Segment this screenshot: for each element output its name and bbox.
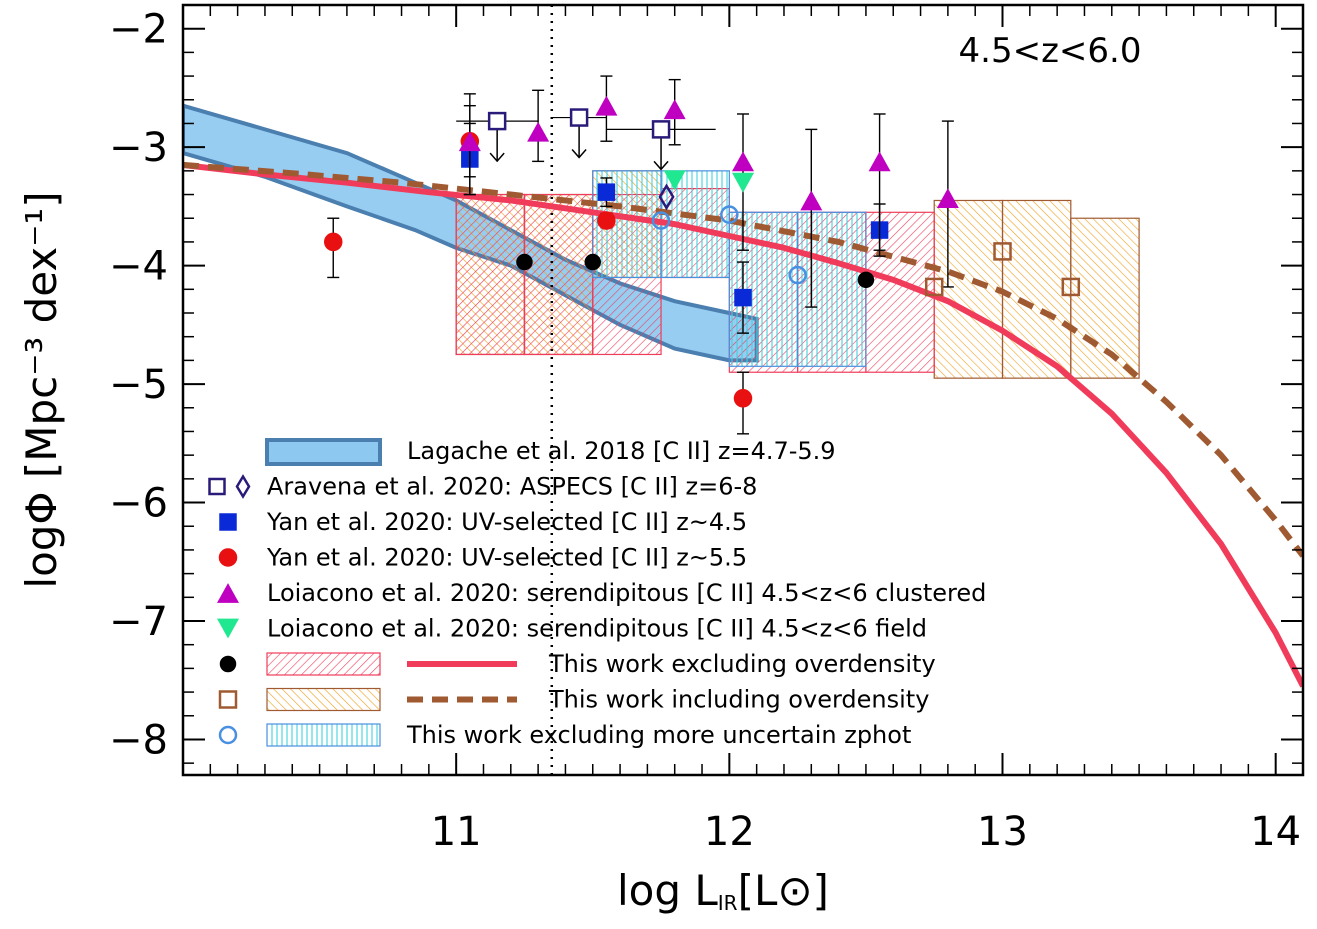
loiacono-clustered-point-4 <box>732 151 754 172</box>
y-tick-label-5: −7 <box>109 599 168 645</box>
excl-overdensity-point-1 <box>584 253 602 271</box>
y-tick-label-2: −4 <box>109 244 168 290</box>
y-tick-label-4: −6 <box>109 481 168 527</box>
yan55-point-3 <box>733 389 753 408</box>
legend: Lagache et al. 2018 [C II] z=4.7-5.9 Arav… <box>208 437 986 749</box>
y-tick-label-0: −2 <box>109 7 168 53</box>
plot-area <box>183 5 1303 775</box>
aravena-arrow-head-1 <box>571 149 587 159</box>
legend-label-5: Loiacono et al. 2020: serendipitous [C I… <box>267 615 927 643</box>
aravena-arrow-head-0 <box>489 152 505 163</box>
incl-overdensity-box-5 <box>1070 217 1140 379</box>
legend-label-3: Yan et al. 2020: UV-selected [C II] z~5.… <box>266 544 747 572</box>
loiacono-clustered-point-2 <box>595 95 618 116</box>
legend-label-1: Aravena et al. 2020: ASPECS [C II] z=6-8 <box>267 473 757 501</box>
legend-aravena-diamond <box>235 474 251 499</box>
loiacono-clustered-point-3 <box>663 99 686 120</box>
legend-label-0: Lagache et al. 2018 [C II] z=4.7-5.9 <box>407 437 836 465</box>
yan45-point-1 <box>597 183 616 201</box>
loiacono-field-point-1 <box>732 172 754 193</box>
x-axis-title: log LIR[L⊙] <box>617 866 829 915</box>
legend-label-6: This work excluding overdensity <box>548 650 936 678</box>
yan45-point-2 <box>734 288 752 307</box>
plot-frame <box>181 3 1305 777</box>
legend-label-7: This work including overdensity <box>548 686 929 714</box>
x-axis-title-main: log L <box>617 866 718 915</box>
aravena-point-0 <box>487 111 507 131</box>
legend-loiacono-field-marker <box>217 618 239 639</box>
loiacono-clustered-point-5 <box>800 190 823 211</box>
incl-overdensity-box-3 <box>933 199 1004 379</box>
x-tick-label-3: 14 <box>1250 809 1301 855</box>
legend-incl-overdensity-marker <box>218 690 238 709</box>
legend-excl-zphot-marker <box>218 725 238 745</box>
legend-excl-zphot-hatch <box>266 723 381 747</box>
legend-label-8: This work excluding more uncertain zphot <box>406 721 911 749</box>
legend-excl-overdensity-hatch <box>266 652 381 676</box>
excl-overdensity-curve <box>183 161 1303 688</box>
excl-overdensity-box-0 <box>455 193 526 356</box>
legend-label-4: Loiacono et al. 2020: serendipitous [C I… <box>267 579 986 607</box>
axes-frame: 11 12 13 14 −2 −3 −4 −5 −6 −7 −8 <box>109 3 1305 855</box>
legend-band-swatch <box>265 438 382 466</box>
incl-overdensity-point-2 <box>1061 277 1081 297</box>
excl-overdensity-point-2 <box>857 271 875 289</box>
excl-overdensity-point-0 <box>516 253 533 271</box>
legend-excl-overdensity-marker <box>219 655 237 673</box>
loiacono-clustered-point-1 <box>527 121 550 142</box>
x-tick-label-2: 13 <box>977 809 1028 855</box>
x-tick-label-0: 11 <box>431 809 482 855</box>
excl-zphot-point-1 <box>720 205 739 224</box>
legend-aravena-square <box>208 477 226 496</box>
legend-incl-overdensity-hatch <box>266 687 381 712</box>
yan55-point-2 <box>597 211 616 230</box>
aravena-diamond-point <box>658 183 675 211</box>
aravena-arrow-head-2 <box>653 160 669 171</box>
yan55-point-0 <box>323 232 343 252</box>
excl-zphot-point-2 <box>788 265 807 285</box>
legend-yan45-marker <box>219 513 237 531</box>
legend-label-2: Yan et al. 2020: UV-selected [C II] z~4.… <box>266 508 747 536</box>
y-axis-title: logΦ [Mpc⁻³ dex⁻¹] <box>17 191 66 588</box>
loiacono-clustered-point-6 <box>868 151 891 172</box>
y-tick-label-6: −8 <box>109 717 168 763</box>
x-axis-title-sub: IR <box>718 891 738 915</box>
incl-overdensity-curve <box>183 161 1303 558</box>
aravena-point-1 <box>569 108 589 127</box>
loiacono-field-point-0 <box>663 170 686 191</box>
legend-yan55-marker <box>218 548 238 567</box>
y-tick-label-1: −3 <box>109 125 168 171</box>
excl-overdensity-box-1 <box>523 193 594 356</box>
legend-loiacono-clustered-marker <box>217 583 239 603</box>
loiacono-clustered-point-7 <box>936 188 959 208</box>
excl-zphot-point-0 <box>651 211 671 230</box>
incl-overdensity-point-0 <box>924 277 944 297</box>
incl-overdensity-point-1 <box>993 242 1012 261</box>
x-tick-label-1: 12 <box>704 809 755 855</box>
redshift-annotation: 4.5<z<6.0 <box>959 31 1142 71</box>
loiacono-clustered-point-0 <box>458 131 481 152</box>
x-axis-title-unit: [L⊙] <box>738 866 829 915</box>
y-tick-label-3: −5 <box>109 362 168 408</box>
aravena-point-2 <box>651 120 671 139</box>
